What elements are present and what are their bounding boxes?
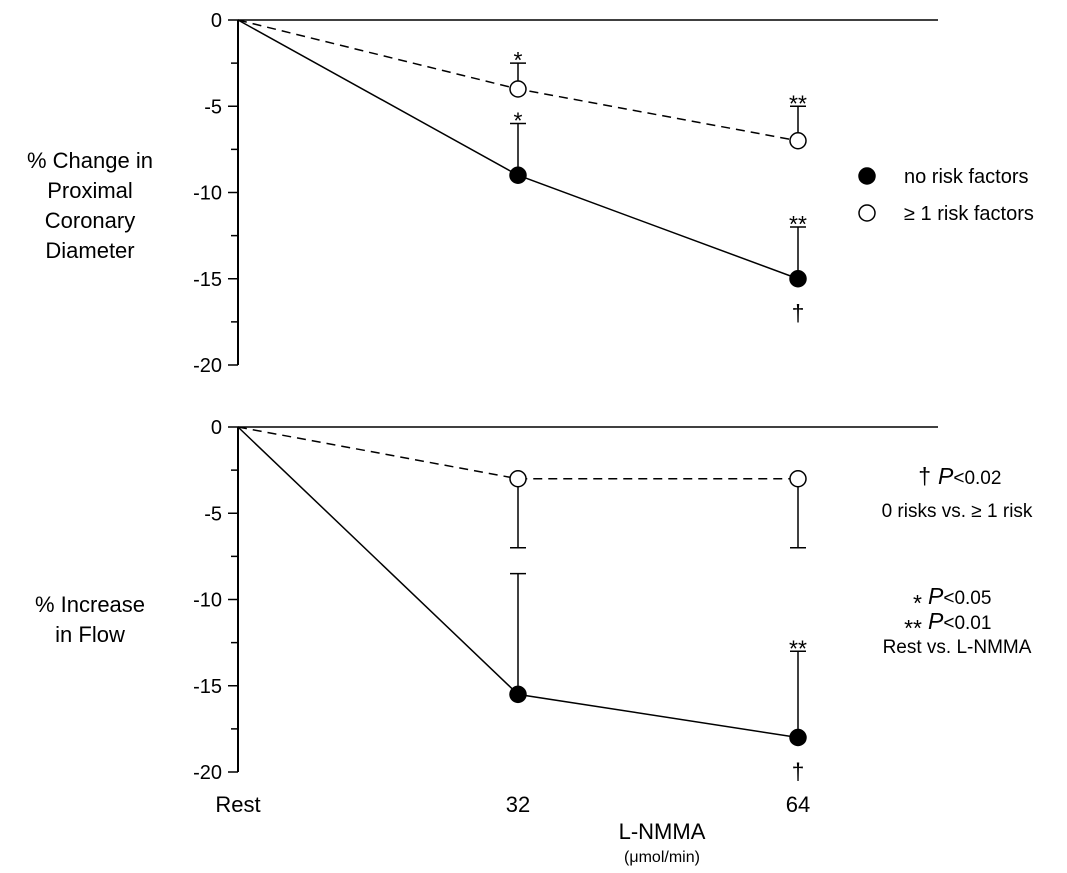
bottom-point-risk [509,470,527,488]
top-y-tick-label: -20 [193,355,222,377]
top-y-ticks: 0 -5 -10 -15 -20 [193,10,238,377]
note-single-star: * [913,590,922,616]
legend-label-no-risk: no risk factors [904,166,1028,188]
top-point-risk [789,132,807,150]
bottom-y-ticks: 0 -5 -10 -15 -20 [193,417,238,784]
bottom-panel: 0 -5 -10 -15 -20 ** † % Increase in Flow [35,417,938,785]
top-ylabel-line-4: Diameter [45,238,134,263]
bottom-sig-marker-no-risk: ** [789,635,807,661]
bottom-point-risk [789,470,807,488]
bottom-ylabel-line-2: in Flow [55,622,125,647]
top-ylabel-line-3: Coronary [45,208,135,233]
bottom-y-tick-label: -20 [193,762,222,784]
legend-marker-filled [858,167,876,185]
note-single-p-letter: P [928,583,944,609]
bottom-y-tick-label: -15 [193,676,222,698]
note-double-star: ** [904,615,922,641]
bottom-series-line-risk [237,426,798,480]
note-double-p-value: <0.01 [943,613,991,634]
top-ylabel-line-2: Proximal [47,178,133,203]
note-dagger-desc: 0 risks vs. ≥ 1 risk [882,501,1033,522]
x-axis-label: L-NMMA [619,819,706,844]
top-panel: 0-5-10-15-20 ***†*** % Change in Proxima… [27,10,938,377]
note-dagger-p-letter: P [938,463,954,489]
x-axis-unit: (μmol/min) [624,849,700,866]
note-dagger-symbol: † [918,463,931,489]
bottom-y-tick-label: -5 [204,503,222,525]
note-star-desc: Rest vs. L-NMMA [883,637,1032,658]
note-double-p-letter: P [928,608,944,634]
note-double-p: P<0.01 [928,608,991,634]
bottom-point-no-risk [789,728,807,747]
bottom-ylabel-line-1: % Increase [35,592,145,617]
top-marks: ***†*** [237,19,807,326]
x-tick-label-rest: Rest [215,792,260,817]
legend-label-risk: ≥ 1 risk factors [904,203,1034,225]
bottom-y-tick-label: -10 [193,590,222,612]
top-dagger-marker-no-risk: † [792,300,805,326]
bottom-marks: ** † [237,426,807,785]
top-sig-marker-risk: * [514,47,523,73]
bottom-y-tick-label: 0 [211,417,222,439]
top-sig-marker-risk: ** [789,90,807,116]
bottom-point-no-risk [509,685,527,704]
top-point-risk [509,80,527,98]
top-ylabel-line-1: % Change in [27,148,153,173]
top-sig-marker-no-risk: ** [789,211,807,237]
significance-notes: † P<0.02 0 risks vs. ≥ 1 risk * P<0.05 *… [882,463,1033,658]
note-dagger-p-value: <0.02 [953,468,1001,489]
legend-marker-open [858,204,876,222]
legend: no risk factors ≥ 1 risk factors [858,166,1034,225]
bottom-dagger-marker-no-risk: † [792,759,805,785]
x-tick-label-32: 32 [506,792,530,817]
top-point-no-risk [789,270,807,288]
top-point-no-risk [509,166,527,184]
top-y-tick-label: -10 [193,183,222,205]
top-sig-marker-no-risk: * [514,108,523,134]
x-tick-label-64: 64 [786,792,810,817]
top-y-tick-label: -5 [204,96,222,118]
top-y-tick-label: -15 [193,269,222,291]
top-y-tick-label: 0 [211,10,222,32]
note-single-p: P<0.05 [928,583,991,609]
note-single-p-value: <0.05 [943,588,991,609]
note-dagger-p: P<0.02 [938,463,1001,489]
